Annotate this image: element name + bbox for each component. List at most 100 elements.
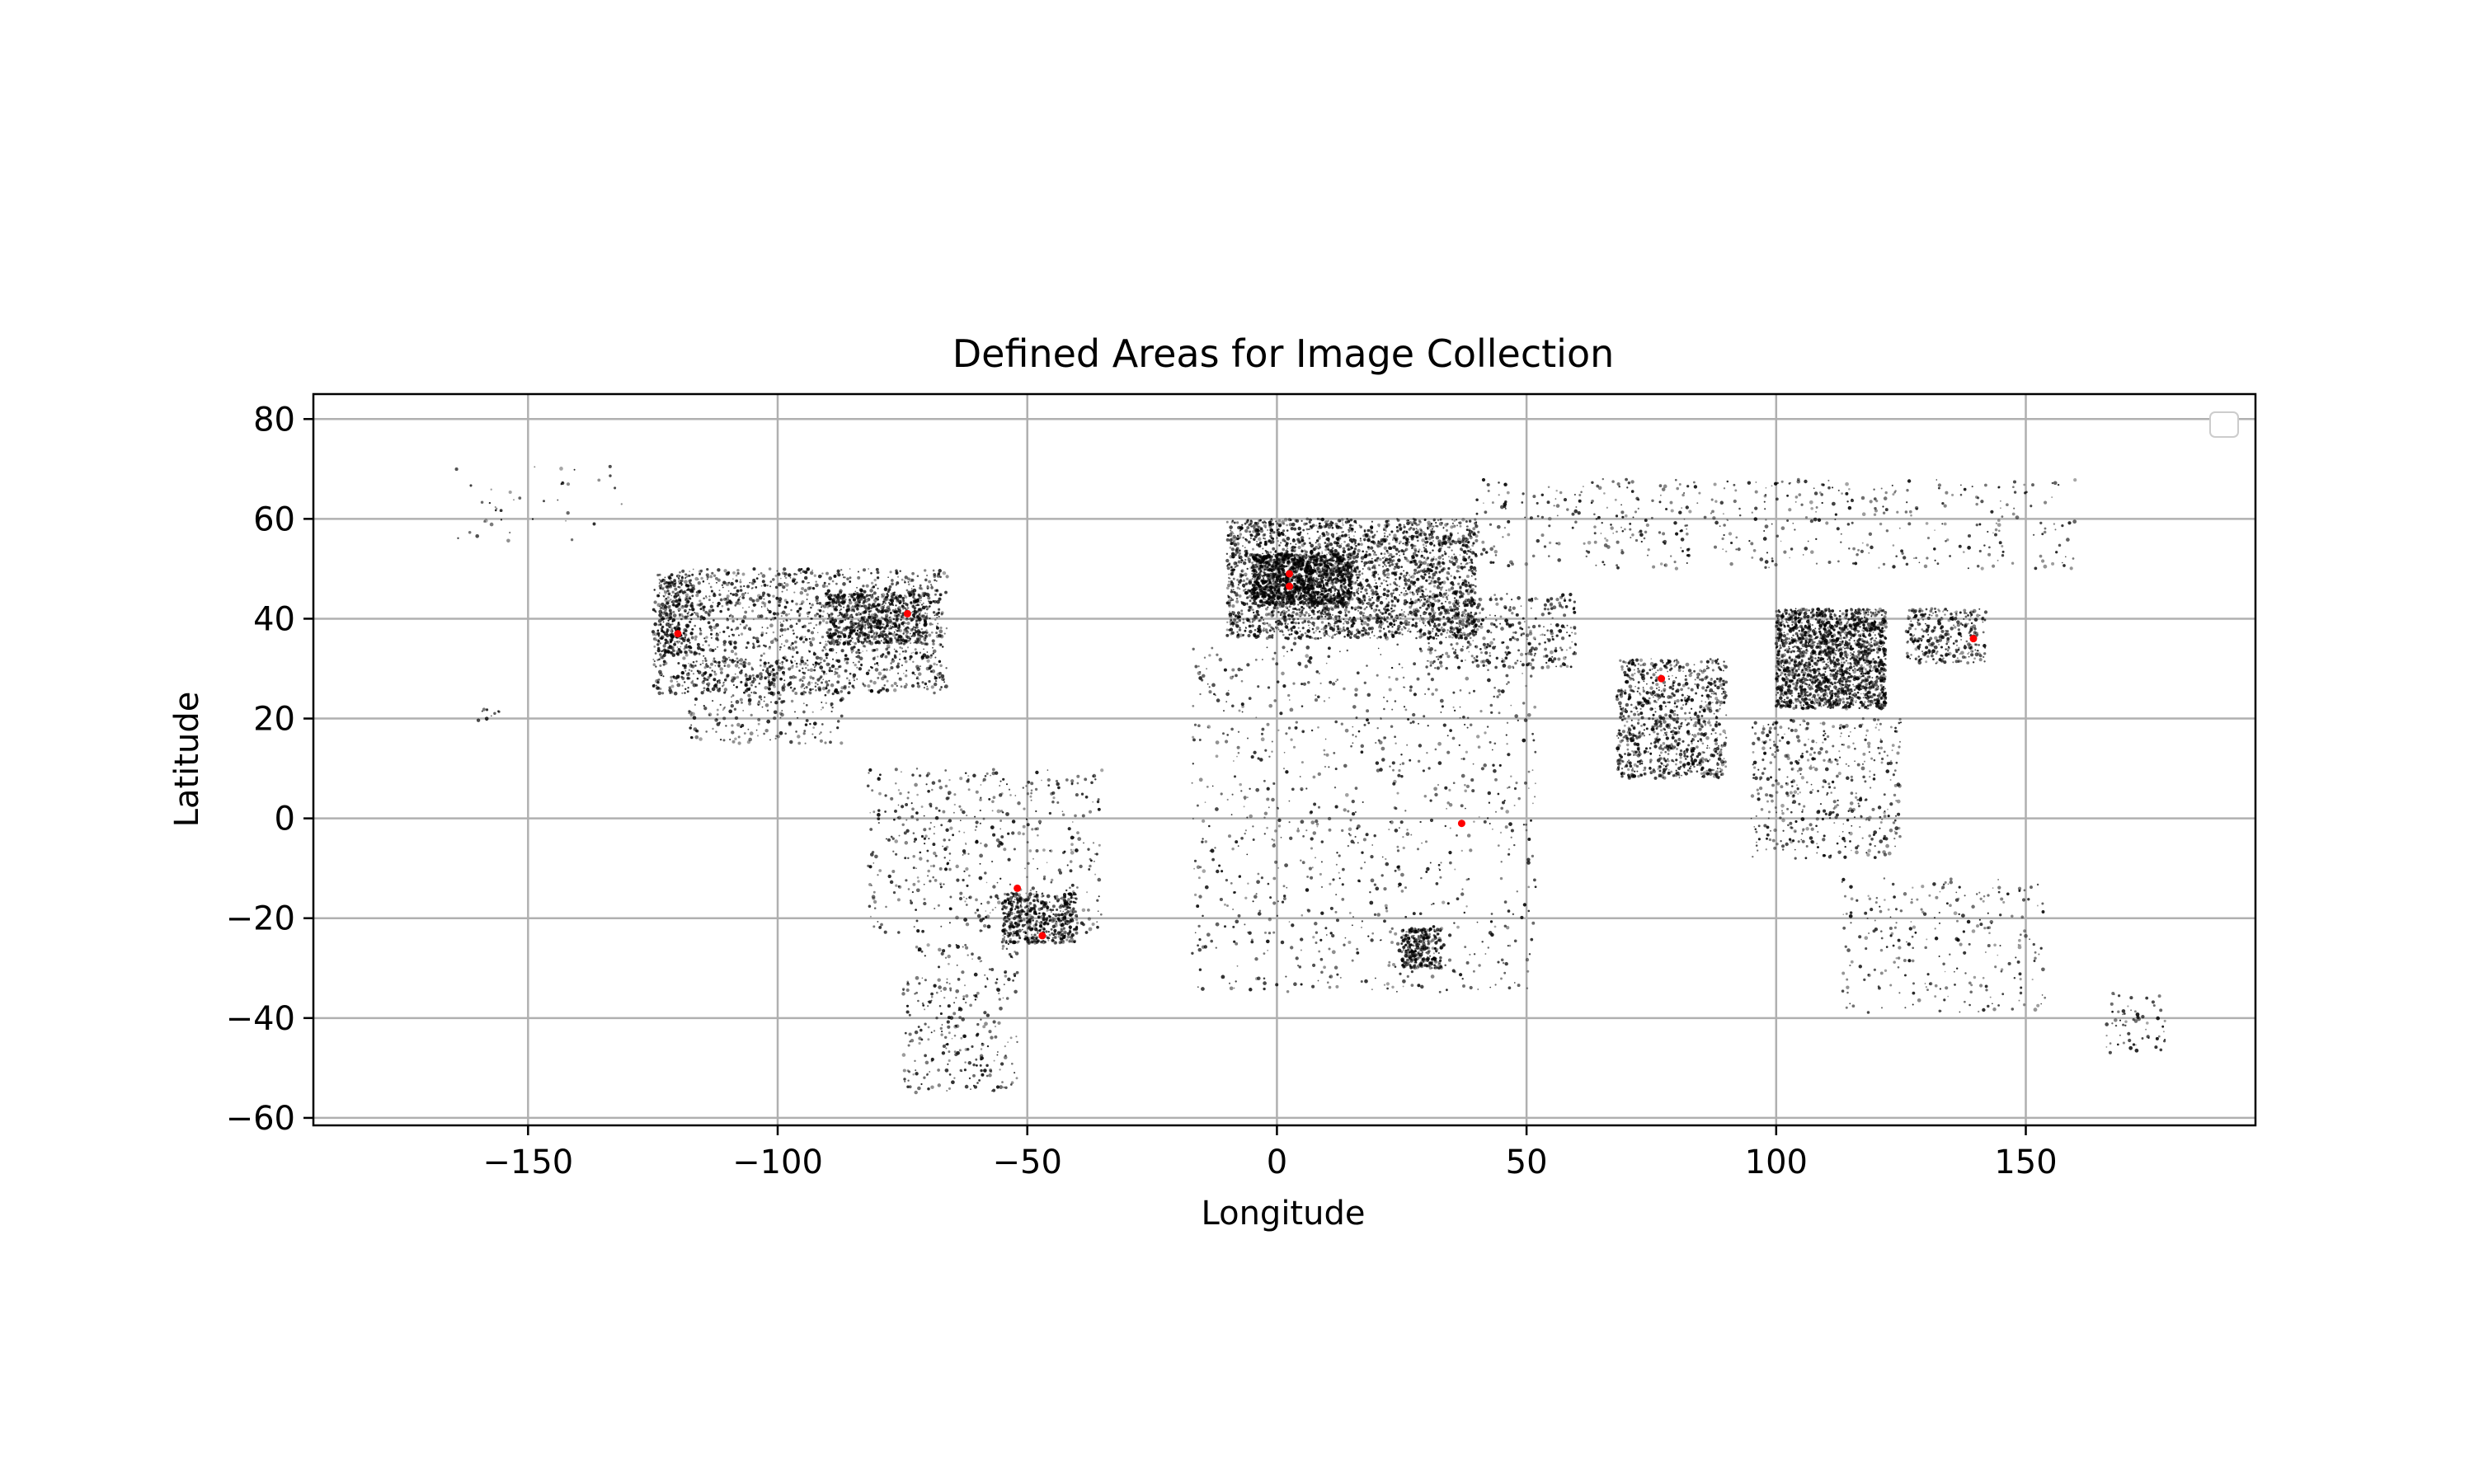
background-point — [1333, 625, 1336, 627]
background-point — [731, 696, 732, 698]
background-point — [924, 1060, 929, 1065]
background-point — [926, 651, 929, 653]
background-point — [868, 768, 872, 773]
background-point — [709, 585, 713, 589]
background-point — [849, 616, 851, 618]
background-point — [719, 609, 722, 613]
background-point — [761, 601, 764, 604]
background-point — [881, 669, 883, 671]
background-point — [678, 648, 681, 651]
background-point — [862, 585, 865, 588]
background-point — [821, 619, 825, 622]
background-point — [669, 692, 671, 694]
background-point — [717, 682, 719, 684]
background-point — [927, 1026, 930, 1029]
background-point — [899, 601, 902, 604]
background-point — [909, 658, 911, 660]
background-point — [719, 671, 723, 674]
background-point — [688, 575, 691, 577]
background-point — [730, 592, 732, 595]
background-point — [849, 629, 854, 633]
background-point — [850, 620, 853, 623]
background-point — [745, 673, 747, 675]
background-point — [689, 735, 694, 740]
background-point — [1421, 604, 1423, 608]
background-point — [851, 616, 854, 618]
background-point — [1079, 864, 1083, 869]
background-point — [893, 591, 896, 594]
background-point — [834, 628, 838, 632]
background-point — [910, 602, 913, 605]
background-point — [928, 679, 931, 683]
background-point — [1332, 634, 1334, 636]
background-point — [1297, 545, 1301, 550]
background-point — [1386, 589, 1390, 593]
background-point — [811, 711, 814, 713]
background-point — [1305, 611, 1308, 614]
background-point — [747, 688, 750, 692]
background-point — [927, 869, 930, 873]
background-point — [722, 709, 724, 711]
background-point — [901, 638, 905, 642]
background-point — [679, 637, 681, 641]
background-point — [696, 677, 699, 680]
background-point — [892, 604, 895, 607]
background-point — [849, 576, 852, 580]
background-point — [1384, 563, 1386, 566]
background-point — [941, 1051, 946, 1055]
background-point — [895, 633, 898, 636]
background-point — [752, 567, 756, 571]
background-point — [890, 639, 893, 642]
background-point — [910, 683, 915, 688]
background-point — [734, 716, 739, 721]
background-point — [794, 711, 796, 713]
background-point — [935, 1017, 938, 1020]
background-point — [767, 692, 771, 695]
background-point — [885, 688, 888, 691]
background-point — [821, 723, 824, 726]
background-point — [805, 685, 808, 689]
background-point — [856, 629, 859, 632]
background-point — [917, 594, 920, 597]
background-point — [660, 586, 662, 589]
background-point — [704, 610, 708, 614]
background-point — [678, 583, 680, 585]
background-point — [1383, 579, 1385, 582]
background-point — [1348, 533, 1350, 536]
background-point — [783, 605, 788, 609]
background-point — [929, 584, 933, 586]
background-point — [915, 615, 920, 619]
background-point — [692, 673, 695, 675]
background-point — [910, 601, 913, 604]
background-point — [1392, 589, 1395, 592]
background-point — [1291, 625, 1296, 629]
background-point — [1383, 616, 1386, 619]
background-point — [895, 639, 900, 644]
background-point — [863, 639, 867, 642]
background-point — [740, 680, 743, 684]
background-point — [916, 793, 919, 796]
background-point — [716, 713, 719, 716]
background-point — [690, 669, 693, 672]
background-point — [872, 680, 877, 685]
background-point — [833, 600, 835, 603]
background-point — [914, 648, 917, 651]
background-point — [1028, 908, 1030, 909]
background-point — [899, 658, 901, 660]
background-point — [772, 675, 774, 678]
background-point — [873, 632, 876, 634]
background-point — [757, 700, 761, 703]
background-point — [684, 615, 688, 619]
background-point — [670, 651, 673, 655]
background-point — [684, 584, 688, 586]
background-point — [902, 1068, 906, 1073]
background-point — [1066, 935, 1070, 939]
background-point — [670, 684, 675, 688]
background-point — [869, 852, 874, 857]
background-point — [731, 619, 735, 623]
background-point — [873, 663, 876, 665]
background-point — [745, 679, 748, 682]
background-point — [783, 645, 786, 647]
background-point — [1022, 832, 1025, 836]
background-point — [1004, 1054, 1007, 1057]
